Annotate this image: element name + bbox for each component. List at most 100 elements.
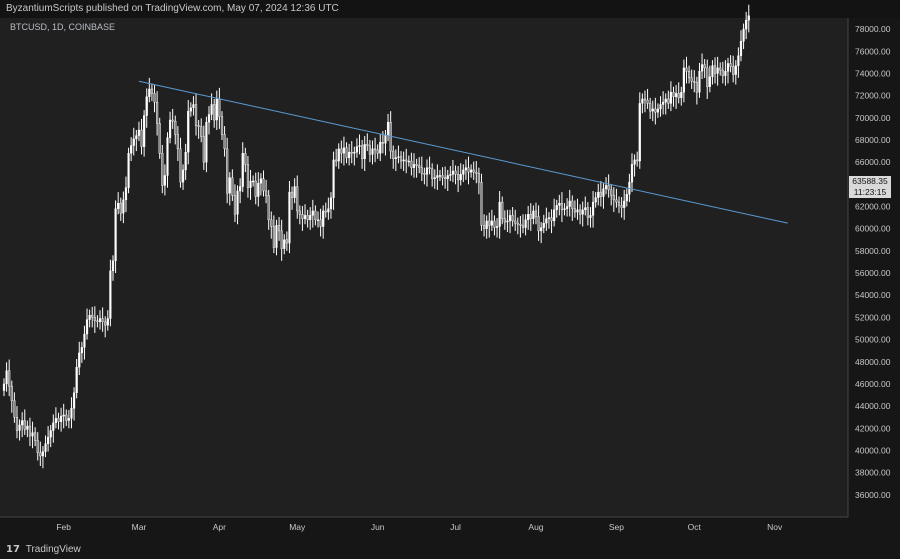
candle [324,202,327,218]
candle [26,420,29,438]
candlestick-chart[interactable]: 36000.00 38000.00 40000.00 42000.00 44000.00… [0,0,900,540]
candle [542,214,545,234]
candle [65,409,68,427]
candle [555,199,558,218]
candle [591,190,595,228]
candle [280,219,283,261]
candle [329,192,333,219]
candle [680,86,683,106]
candle [215,90,218,130]
candle [734,60,737,85]
candle [111,255,115,281]
candle [309,207,312,230]
candle [690,69,693,89]
candle [623,189,626,220]
candle [187,100,190,165]
candle [176,126,179,162]
candle [303,204,307,225]
candle [5,362,8,392]
candle [223,126,226,157]
candle [532,205,535,225]
x-tick-label: Sep [609,522,624,532]
candle [498,190,501,239]
candle [122,191,125,224]
candle [649,97,652,119]
candle [662,91,665,115]
candle [332,151,335,210]
candle [91,306,94,328]
candle [664,93,667,115]
candle [716,56,719,86]
candle [506,209,509,233]
candle [366,133,369,152]
y-tick-label: 52000.00 [855,312,891,322]
candle [254,172,257,205]
candle [402,151,405,172]
candle [604,177,608,195]
candle [708,65,711,93]
candle [721,61,724,84]
y-tick-label: 72000.00 [855,91,891,101]
tradingview-logo-icon[interactable]: 17 [6,544,20,555]
candle [244,147,247,173]
candle [485,215,488,239]
candle [540,222,543,244]
publish-text: ByzantiumScripts published on TradingVie… [6,3,339,14]
candle [264,179,268,204]
candle [438,169,442,182]
candle [669,81,673,112]
candle [8,359,11,397]
candle [272,215,275,254]
candle [148,77,151,103]
candle [687,65,691,84]
y-tick-label: 66000.00 [855,157,891,167]
candle [342,136,346,166]
candle [371,140,374,165]
candle [156,91,159,136]
candle [117,192,120,215]
candle [259,173,263,196]
candle [625,188,628,207]
x-tick-label: Apr [213,522,226,532]
candle [168,111,172,144]
candle [698,62,701,98]
y-tick-label: 56000.00 [855,268,891,278]
x-tick-label: Jun [371,522,385,532]
candle [41,446,45,469]
candle [415,158,418,178]
candle [550,209,553,234]
candle [713,57,717,84]
candle [228,172,231,206]
candle [54,407,57,429]
candle [521,214,525,234]
candle [745,11,748,40]
candle [436,164,439,190]
last-price: 63588.35 [852,176,888,186]
candle [358,134,361,155]
y-tick-label: 44000.00 [855,401,891,411]
candle [293,178,296,204]
candle [376,144,379,159]
candle [363,136,366,172]
candle [685,56,688,84]
candle [285,231,288,251]
candle [301,205,304,231]
candle [700,53,704,79]
trendline[interactable] [138,80,788,224]
candle [340,140,343,164]
candle [397,145,400,164]
candle [350,141,353,164]
candle [643,90,647,113]
candle [495,218,499,238]
candle [602,183,605,209]
candle [467,156,470,185]
x-tick-label: Aug [528,522,543,532]
candle [311,199,314,228]
candle [75,358,78,399]
candle [563,203,566,216]
candle [451,159,455,183]
candle [322,205,325,239]
candle [353,146,356,166]
last-price-tag: 63588.35 11:23:15 [849,176,891,198]
y-tick-label: 76000.00 [855,46,891,56]
